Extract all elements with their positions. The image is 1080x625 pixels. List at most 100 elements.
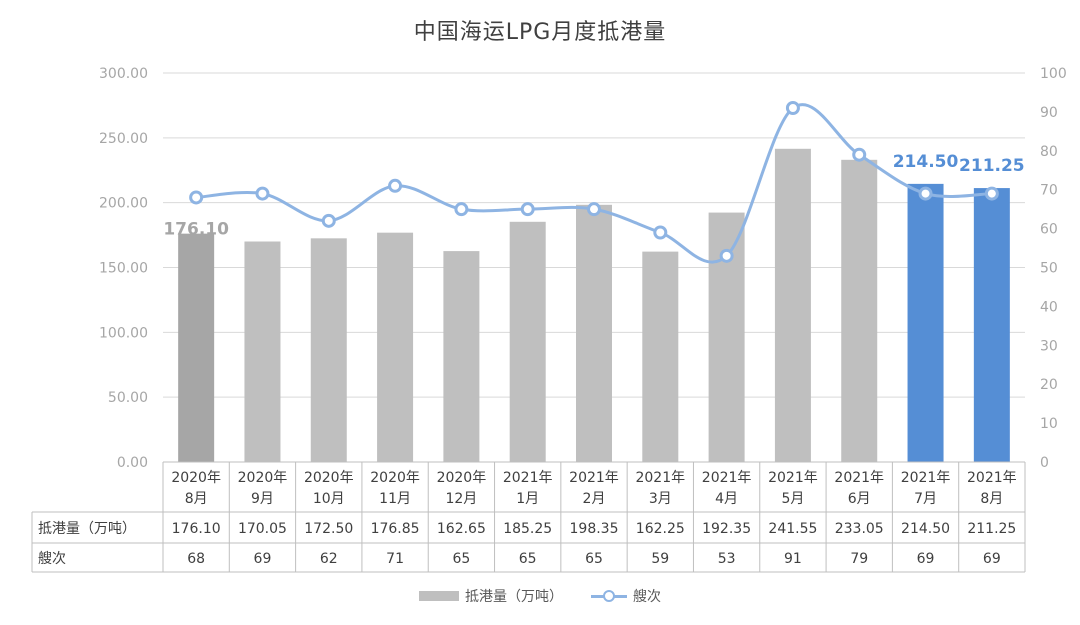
x-tick-label: 2020年: [171, 470, 221, 486]
line-point: [454, 202, 469, 217]
y-right-tick-label: 70: [1040, 183, 1058, 199]
bar: [509, 221, 546, 462]
legend-item-bars[interactable]: 抵港量（万吨）: [419, 586, 563, 606]
line-point: [852, 147, 867, 162]
table-cell: 68: [187, 551, 205, 567]
table-cell: 69: [983, 551, 1001, 567]
table-cell: 185.25: [503, 521, 552, 537]
bar: [244, 241, 281, 462]
bar: [907, 183, 944, 463]
table-row-header: 抵港量（万吨）: [38, 521, 136, 537]
legend-item-line[interactable]: 艘次: [591, 586, 661, 606]
x-tick-label: 3月: [649, 491, 672, 507]
line-point: [255, 186, 270, 201]
x-tick-label: 4月: [715, 491, 738, 507]
line-point: [388, 178, 403, 193]
x-tick-label: 1月: [516, 491, 539, 507]
x-tick-label: 2020年: [370, 470, 420, 486]
line-point: [653, 225, 668, 240]
x-tick-label: 8月: [185, 491, 208, 507]
bar: [310, 238, 347, 462]
table-cell: 71: [386, 551, 404, 567]
table-cell: 65: [519, 551, 537, 567]
x-tick-label: 10月: [313, 491, 345, 507]
x-tick-label: 2021年: [768, 470, 818, 486]
bar: [576, 204, 612, 463]
table-cell: 91: [784, 551, 802, 567]
bar: [178, 233, 215, 462]
bar: [774, 148, 811, 462]
legend-line-label: 艘次: [633, 589, 661, 605]
x-tick-label: 2020年: [238, 470, 288, 486]
x-tick-label: 7月: [914, 491, 937, 507]
legend-bar-label: 抵港量（万吨）: [465, 589, 563, 605]
legend-bar-swatch: [419, 591, 459, 601]
table-cell: 233.05: [835, 521, 884, 537]
line-point: [321, 213, 336, 228]
y-right-tick-label: 30: [1040, 338, 1058, 354]
y-right-tick-label: 100: [1040, 66, 1067, 82]
y-left-tick-label: 250.00: [99, 131, 148, 147]
table-cell: 162.25: [636, 521, 685, 537]
y-left-tick-label: 50.00: [108, 390, 148, 406]
y-right-tick-label: 60: [1040, 222, 1058, 238]
y-left-tick-label: 300.00: [99, 66, 148, 82]
y-right-tick-label: 0: [1040, 455, 1049, 471]
line-point: [587, 202, 601, 217]
table-cell: 53: [718, 551, 736, 567]
x-tick-label: 2021年: [967, 470, 1017, 486]
y-right-tick-label: 50: [1040, 261, 1058, 277]
y-left-tick-label: 200.00: [99, 196, 148, 212]
x-tick-label: 6月: [848, 491, 871, 507]
table-cell: 214.50: [901, 521, 950, 537]
x-tick-label: 5月: [781, 491, 804, 507]
bar: [841, 159, 878, 462]
line-point: [785, 101, 800, 116]
bar: [973, 188, 1010, 462]
table-cell: 176.10: [172, 521, 221, 537]
line-point: [984, 186, 999, 201]
table-cell: 62: [320, 551, 338, 567]
y-left-tick-label: 150.00: [99, 261, 148, 277]
table-cell: 69: [917, 551, 935, 567]
line-point: [520, 202, 535, 217]
x-tick-label: 2021年: [569, 470, 619, 486]
x-tick-label: 2020年: [437, 470, 487, 486]
table-row-header: 艘次: [38, 551, 66, 567]
table-cell: 170.05: [238, 521, 287, 537]
table-cell: 172.50: [304, 521, 353, 537]
chart-legend: 抵港量（万吨） 艘次: [0, 586, 1080, 606]
x-tick-label: 2月: [583, 491, 606, 507]
table-cell: 65: [452, 551, 470, 567]
y-right-tick-label: 40: [1040, 299, 1058, 315]
x-tick-label: 2021年: [901, 470, 951, 486]
y-left-tick-label: 100.00: [99, 325, 148, 341]
line-point: [189, 190, 204, 205]
y-right-tick-label: 20: [1040, 377, 1058, 393]
table-cell: 65: [585, 551, 603, 567]
table-cell: 192.35: [702, 521, 751, 537]
y-right-tick-label: 80: [1040, 144, 1058, 160]
bar-data-label: 176.10: [163, 220, 229, 240]
y-right-tick-label: 90: [1040, 105, 1058, 121]
x-tick-label: 2020年: [304, 470, 354, 486]
table-cell: 211.25: [967, 521, 1016, 537]
chart-title: 中国海运LPG月度抵港量: [413, 20, 667, 45]
y-left-tick-label: 0.00: [117, 455, 148, 471]
x-tick-label: 8月: [980, 491, 1003, 507]
x-tick-label: 2021年: [635, 470, 685, 486]
x-tick-label: 2021年: [834, 470, 884, 486]
table-cell: 79: [850, 551, 868, 567]
x-tick-label: 11月: [379, 491, 411, 507]
table-cell: 59: [651, 551, 669, 567]
bar: [642, 251, 679, 462]
line-point: [719, 248, 734, 263]
chart-canvas: 0.00 50.00 100.00 150.00 200.00 250.00 300.00 0…: [31, 66, 1067, 573]
bar: [377, 232, 414, 462]
x-tick-label: 12月: [445, 491, 477, 507]
x-tick-label: 2021年: [503, 470, 553, 486]
table-cell: 69: [254, 551, 272, 567]
table-cell: 241.55: [768, 521, 817, 537]
bar: [443, 251, 480, 462]
bar-data-label: 214.50: [893, 152, 959, 172]
